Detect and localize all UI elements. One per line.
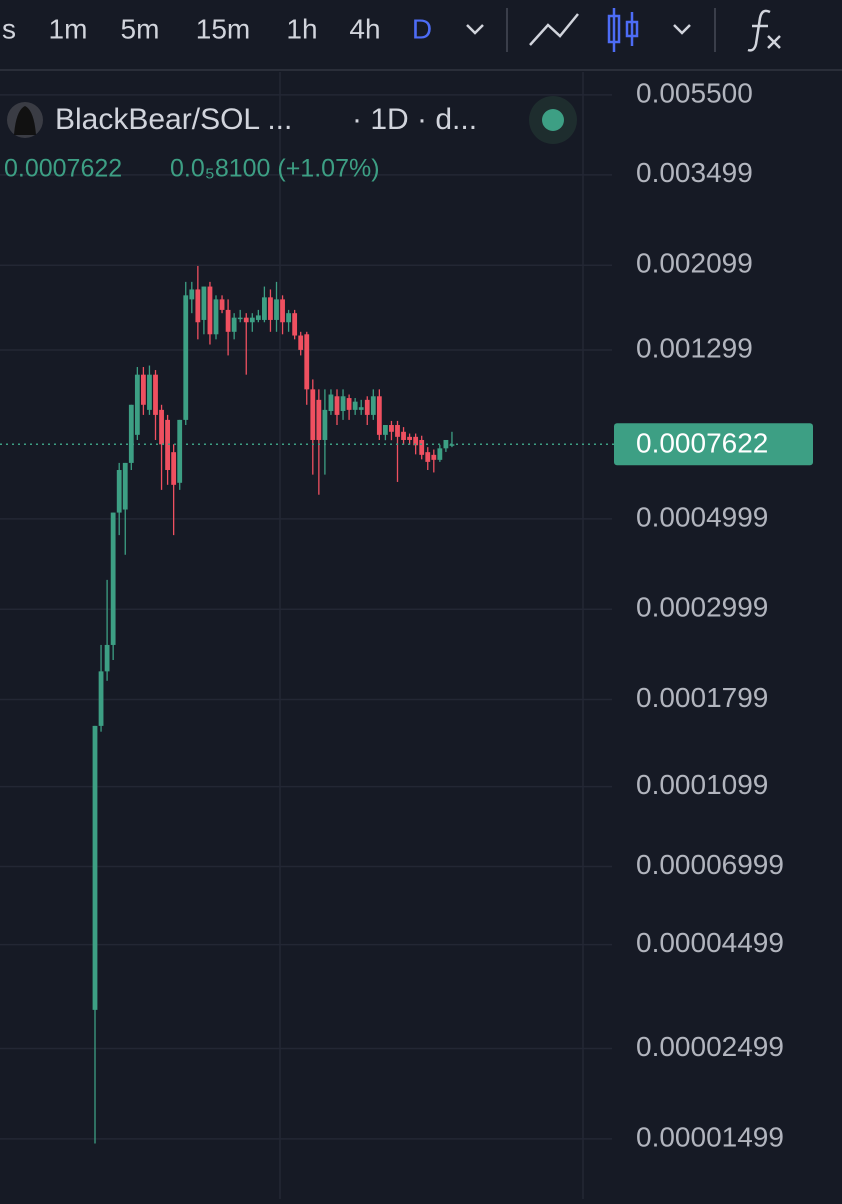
- candle-body: [407, 436, 412, 440]
- candle-body: [116, 470, 122, 513]
- candle-body: [328, 394, 334, 412]
- candle-body: [141, 374, 146, 405]
- candle-body: [310, 389, 316, 440]
- candle-body: [219, 299, 225, 310]
- y-tick-label: 0.0001099: [636, 769, 768, 800]
- candle-body: [419, 439, 425, 455]
- candle-body: [243, 317, 249, 323]
- interval[interactable]: 1h: [286, 13, 317, 44]
- symbol-avatar-figure: [14, 106, 36, 135]
- candle-body: [431, 454, 437, 460]
- candle-body: [304, 334, 310, 390]
- interval[interactable]: 1m: [49, 13, 88, 44]
- candle-body: [201, 286, 207, 320]
- candle-body: [389, 425, 394, 432]
- candle-body: [383, 425, 388, 435]
- candle-body: [255, 315, 261, 320]
- candle-body: [231, 317, 237, 332]
- candle-body: [370, 396, 376, 415]
- candle-body: [413, 436, 419, 446]
- last-price-label: 0.0007622: [636, 428, 768, 459]
- status-dot: [542, 109, 564, 131]
- candle-body: [195, 289, 201, 323]
- candle-body: [280, 299, 285, 323]
- last-price-tag: [614, 423, 813, 466]
- candle-body: [177, 419, 183, 483]
- y-tick-label: 0.005500: [636, 77, 753, 108]
- style-dropdown[interactable]: [673, 24, 691, 35]
- candle-body: [189, 289, 195, 300]
- y-tick-label: 0.0002999: [636, 592, 768, 623]
- toolbar: [0, 0, 842, 70]
- candle-body: [249, 317, 255, 323]
- y-tick-label: 0.0004999: [636, 501, 768, 532]
- candle-body: [346, 398, 352, 410]
- candle-body: [274, 299, 279, 320]
- chart-style-line[interactable]: [529, 13, 579, 46]
- y-tick-label: 0.00006999: [636, 849, 784, 880]
- candle-body: [340, 396, 346, 412]
- y-tick-label: 0.00004499: [636, 927, 784, 958]
- candle-body: [122, 462, 128, 510]
- candle-body: [225, 309, 231, 332]
- symbol-name[interactable]: BlackBear/SOL ...: [55, 103, 292, 136]
- candle-body: [147, 374, 152, 410]
- candle-body: [92, 725, 98, 1010]
- candle-body: [322, 409, 328, 440]
- candle-body: [298, 335, 304, 350]
- candle-body: [153, 374, 158, 415]
- y-tick-label: 0.0001799: [636, 682, 768, 713]
- candle-body: [358, 407, 364, 410]
- y-tick-label: 0.003499: [636, 157, 753, 188]
- candle-body: [262, 297, 267, 320]
- symbol-interval: · 1D · d...: [352, 103, 477, 136]
- candles: [0, 265, 614, 1144]
- candle-body: [159, 409, 164, 445]
- candle-body: [286, 313, 291, 323]
- chart-style-candles[interactable]: [607, 8, 639, 52]
- candle-body: [395, 425, 400, 437]
- legend-price: 0.0007622: [4, 155, 122, 183]
- candle-body: [104, 644, 110, 672]
- candle-body: [352, 401, 358, 410]
- interval-dropdown[interactable]: [466, 24, 484, 35]
- candle-body: [237, 317, 243, 320]
- candle-body: [171, 452, 177, 485]
- candle-body: [213, 299, 219, 335]
- candle-body: [98, 671, 104, 726]
- candle-body: [316, 399, 322, 440]
- candle-body: [183, 295, 189, 420]
- candle-body: [292, 313, 298, 336]
- y-tick-label: 0.00001499: [636, 1121, 784, 1152]
- candle-body: [401, 431, 406, 440]
- y-tick-label: 0.00002499: [636, 1031, 784, 1062]
- candle-body: [207, 286, 213, 335]
- interval[interactable]: 4h: [349, 13, 380, 44]
- candle-body: [437, 448, 443, 460]
- interval[interactable]: 15m: [196, 13, 250, 44]
- candle-body: [364, 399, 370, 415]
- candle-body: [110, 512, 116, 645]
- candle-body: [268, 297, 273, 320]
- candle-body: [334, 396, 340, 415]
- price-axis: 0.005500 0.003499 0.002099 0.001299 0.000499…: [614, 77, 813, 1152]
- interval-active[interactable]: D: [412, 13, 432, 44]
- interval[interactable]: s: [2, 13, 16, 44]
- interval[interactable]: 5m: [121, 13, 160, 44]
- indicators-button[interactable]: [747, 9, 781, 52]
- y-tick-label: 0.002099: [636, 248, 753, 279]
- candle-body: [128, 404, 134, 463]
- y-tick-label: 0.001299: [636, 332, 753, 363]
- candle-body: [134, 374, 140, 435]
- candle-body: [165, 419, 170, 471]
- candle-body: [425, 452, 431, 462]
- candle-body: [376, 396, 382, 435]
- legend-change: 0.0₅8100 (+1.07%): [170, 155, 380, 183]
